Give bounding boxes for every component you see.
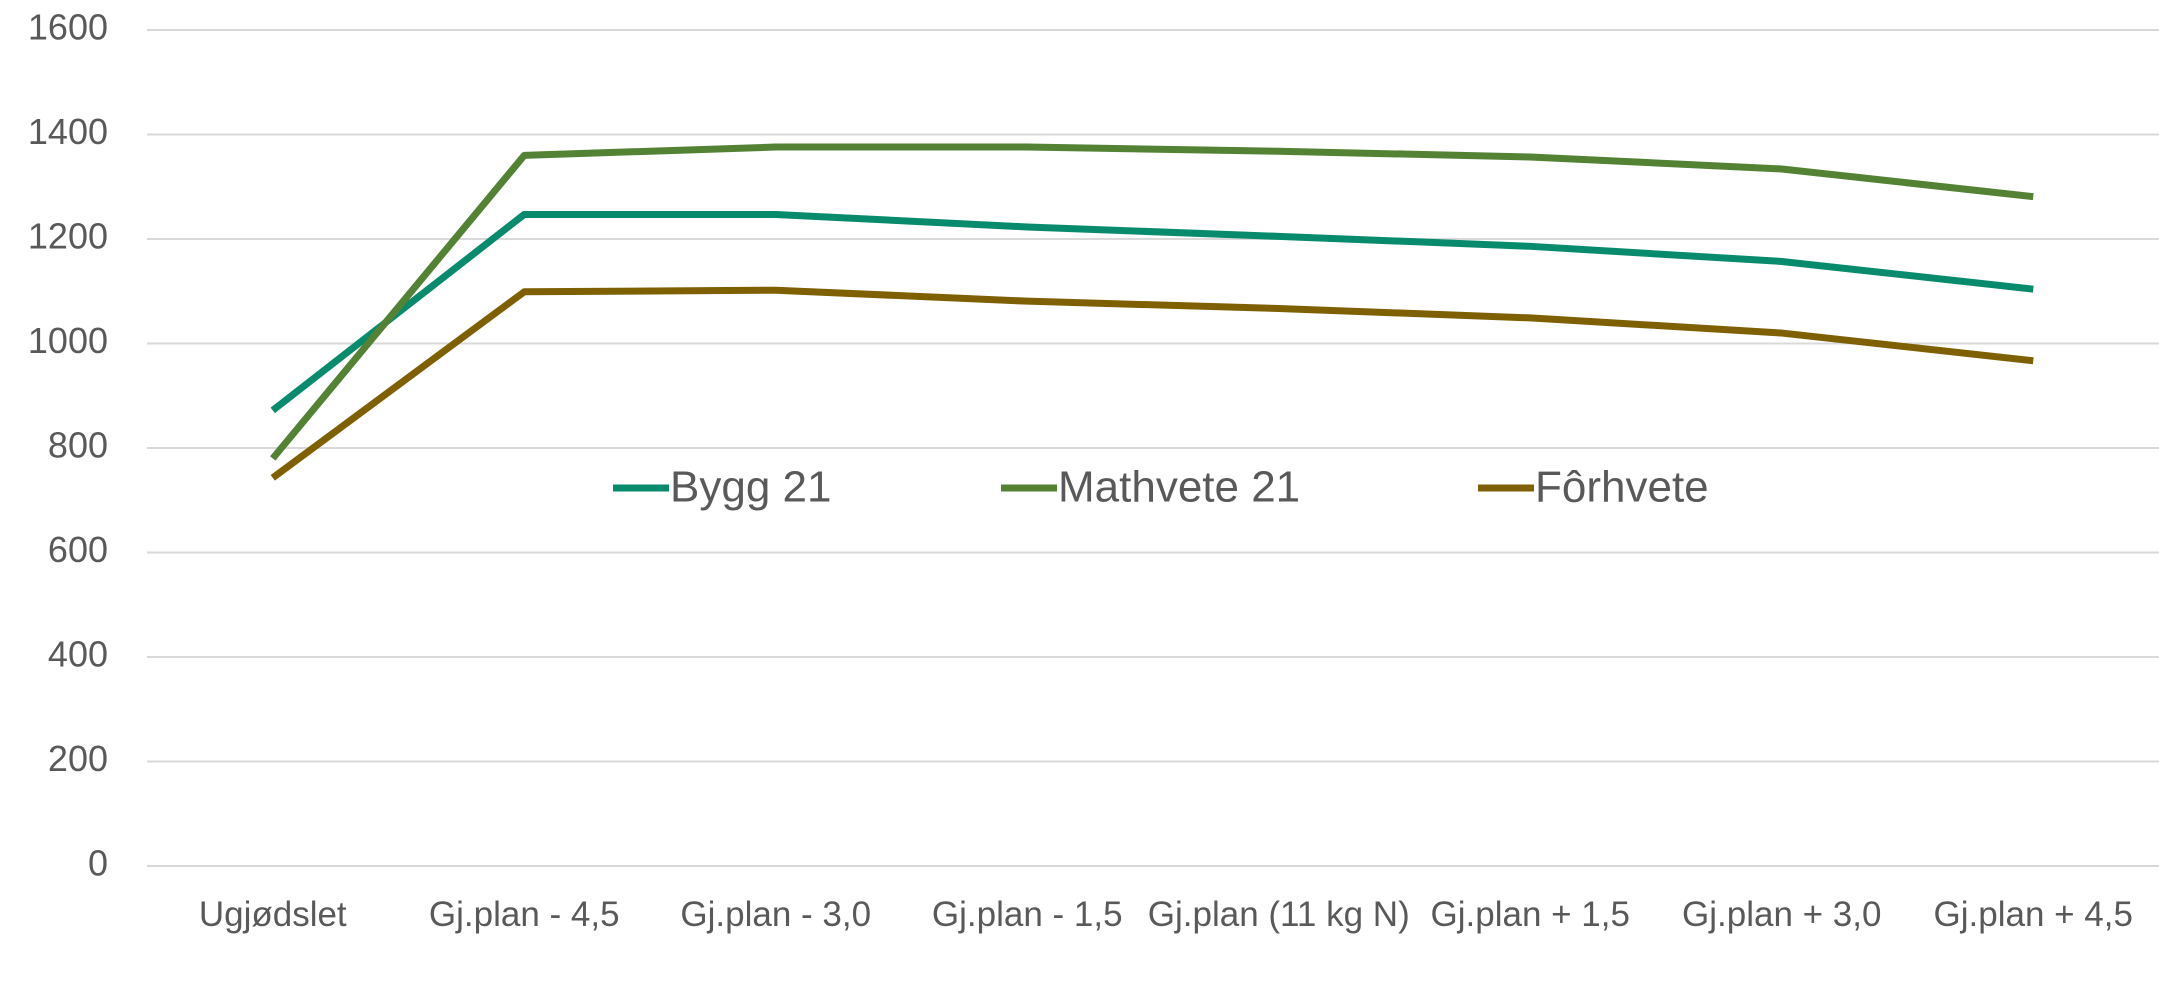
x-tick-label: Gj.plan + 3,0 xyxy=(1650,895,1914,935)
y-tick-label: 1000 xyxy=(28,320,108,361)
chart-svg: 0 200 400 600 800 1000 1200 1400 1600 Bygg 21 Math… xyxy=(0,0,2159,987)
y-tick-label: 600 xyxy=(48,529,108,570)
legend-label: Mathvete 21 xyxy=(1058,463,1300,512)
series-line xyxy=(273,290,2034,478)
x-tick-label: Gj.plan + 4,5 xyxy=(1902,895,2159,935)
legend-label: Fôrhvete xyxy=(1535,463,1709,512)
x-tick-label: Gj.plan (11 kg N) xyxy=(1147,895,1411,935)
legend-label: Bygg 21 xyxy=(670,463,831,512)
y-tick-label: 1400 xyxy=(28,111,108,152)
x-tick-label: Gj.plan - 4,5 xyxy=(393,895,657,935)
y-tick-label: 1200 xyxy=(28,216,108,257)
x-tick-label: Gj.plan - 3,0 xyxy=(644,895,908,935)
chart: 0 200 400 600 800 1000 1200 1400 1600 Bygg 21 Math… xyxy=(0,0,2159,987)
y-tick-label: 200 xyxy=(48,738,108,779)
y-tick-label: 0 xyxy=(88,843,108,884)
y-tick-label: 800 xyxy=(48,425,108,466)
x-tick-label: Gj.plan + 1,5 xyxy=(1399,895,1663,935)
x-tick-label: Ugjødslet xyxy=(141,895,405,935)
x-tick-label: Gj.plan - 1,5 xyxy=(896,895,1160,935)
y-tick-label: 400 xyxy=(48,634,108,675)
series-line xyxy=(273,214,2034,410)
y-tick-label: 1600 xyxy=(28,7,108,48)
